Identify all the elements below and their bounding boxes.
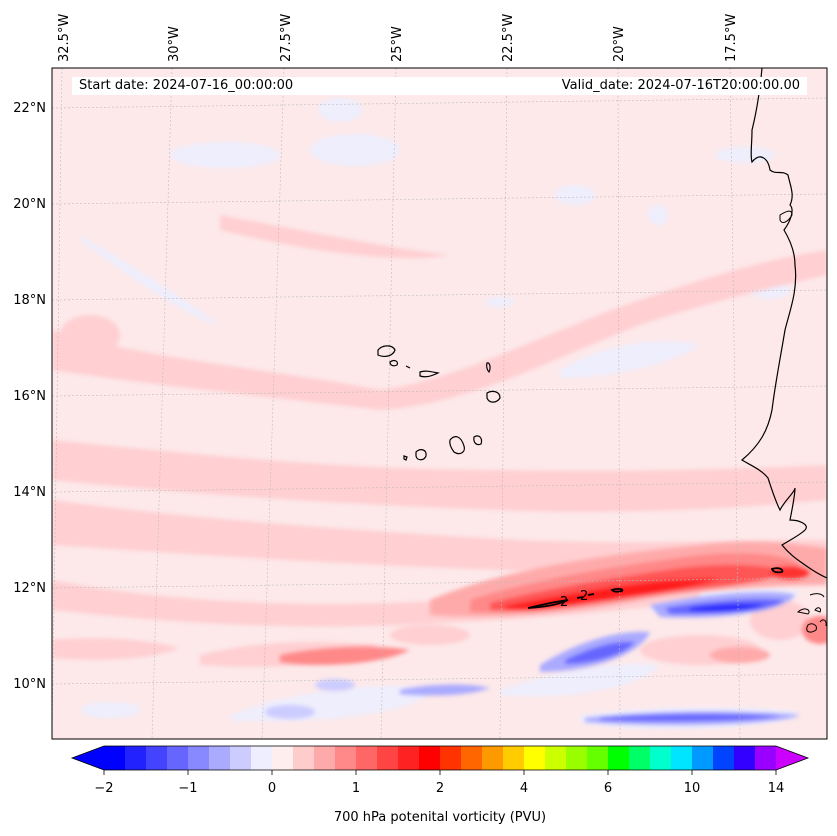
colorbar-swatch: [419, 746, 441, 770]
colorbar-swatch: [734, 746, 756, 770]
colorbar-swatch: [167, 746, 189, 770]
contour-label: 2: [580, 589, 588, 604]
lon-label: 30°W: [167, 26, 182, 62]
valid-date-label: Valid_date: 2024-07-16T20:00:00.00: [561, 78, 800, 93]
lat-label: 14°N: [13, 485, 46, 500]
colorbar-extend-high: [776, 746, 808, 770]
valid-date-box: Valid_date: 2024-07-16T20:00:00.00: [300, 77, 807, 95]
colorbar-swatch: [671, 746, 693, 770]
colorbar-tick-label: 10: [684, 781, 701, 796]
map-panel[interactable]: 2 2: [52, 68, 837, 739]
colorbar-tick-label: 4: [520, 781, 528, 796]
colorbar-swatch: [503, 746, 525, 770]
lon-label: 20°W: [612, 26, 627, 62]
colorbar-tick-label: −1: [178, 781, 197, 796]
pv-positive-light: [52, 215, 827, 667]
colorbar-swatch: [482, 746, 504, 770]
lat-label: 20°N: [13, 197, 46, 212]
colorbar-swatch: [293, 746, 315, 770]
colorbar-tick-label: 6: [604, 781, 612, 796]
colorbar-swatch: [335, 746, 357, 770]
colorbar-swatch: [650, 746, 672, 770]
colorbar: −2 −1 0 1 2 4 6 10 14 700 hPa potenital vorticit…: [70, 745, 810, 825]
graticule: [52, 68, 827, 739]
lon-label: 17.5°W: [724, 14, 739, 62]
lat-label: 18°N: [13, 293, 46, 308]
colorbar-tick-label: 0: [268, 781, 276, 796]
coast-detail: [779, 210, 827, 633]
colorbar-swatch: [545, 746, 567, 770]
colorbar-swatch: [440, 746, 462, 770]
colorbar-swatch: [461, 746, 483, 770]
start-date-box: Start date: 2024-07-16_00:00:00: [72, 77, 309, 95]
colorbar-swatch: [566, 746, 588, 770]
latitude-labels: 22°N 20°N 18°N 16°N 14°N 12°N 10°N: [13, 101, 46, 692]
lat-label: 10°N: [13, 677, 46, 692]
colorbar-swatch: [524, 746, 546, 770]
start-date-label: Start date: 2024-07-16_00:00:00: [79, 78, 294, 93]
colorbar-swatches: [104, 746, 777, 770]
colorbar-swatch: [209, 746, 231, 770]
pv-positive-medium: [280, 541, 827, 665]
colorbar-tick-label: −2: [94, 781, 113, 796]
colorbar-swatch: [356, 746, 378, 770]
colorbar-swatch: [314, 746, 336, 770]
lat-label: 22°N: [13, 101, 46, 116]
colorbar-swatch: [629, 746, 651, 770]
lon-label: 27.5°W: [279, 14, 294, 62]
colorbar-swatch: [230, 746, 252, 770]
lon-label: 25°W: [390, 26, 405, 62]
pv-contour-2: [527, 567, 784, 609]
colorbar-swatch: [713, 746, 735, 770]
colorbar-swatch: [125, 746, 147, 770]
lon-label: 22.5°W: [501, 14, 516, 62]
colorbar-swatch: [104, 746, 126, 770]
colorbar-swatch: [608, 746, 630, 770]
africa-coastline: [740, 68, 827, 579]
colorbar-swatch: [188, 746, 210, 770]
contour-label: 2: [560, 595, 568, 610]
lat-label: 12°N: [13, 581, 46, 596]
colorbar-ticks: −2 −1 0 1 2 4 6 10 14: [94, 770, 784, 796]
cape-verde-islands: [377, 345, 501, 461]
colorbar-swatch: [587, 746, 609, 770]
map-frame: [51, 67, 828, 740]
colorbar-swatch: [398, 746, 420, 770]
colorbar-swatch: [755, 746, 777, 770]
colorbar-tick-label: 14: [768, 781, 785, 796]
colorbar-tick-label: 1: [352, 781, 360, 796]
colorbar-label: 700 hPa potenital vorticity (PVU): [334, 810, 546, 825]
colorbar-swatch: [692, 746, 714, 770]
colorbar-extend-low: [72, 746, 104, 770]
colorbar-swatch: [272, 746, 294, 770]
lat-label: 16°N: [13, 389, 46, 404]
pv-negative-strong: [265, 592, 800, 726]
colorbar-tick-label: 2: [436, 781, 444, 796]
longitude-labels: 32.5°W 30°W 27.5°W 25°W 22.5°W 20°W 17.5…: [57, 14, 739, 62]
colorbar-swatch: [251, 746, 273, 770]
lon-label: 32.5°W: [57, 14, 72, 62]
colorbar-swatch: [146, 746, 168, 770]
colorbar-swatch: [377, 746, 399, 770]
